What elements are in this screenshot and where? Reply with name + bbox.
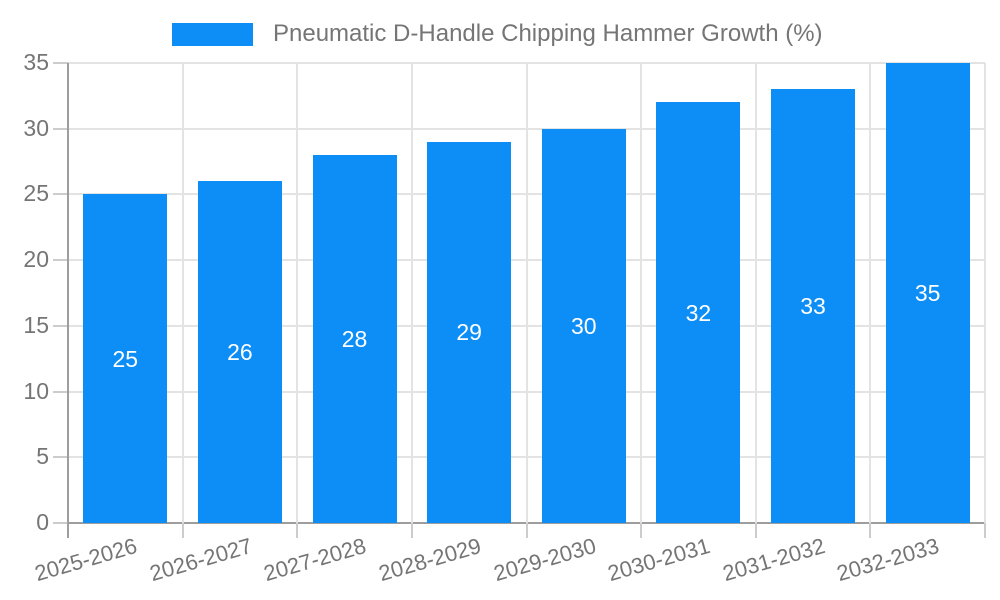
y-tick-label: 15 <box>23 311 49 338</box>
x-grid-line <box>525 63 528 523</box>
bar-value-label: 33 <box>800 293 826 320</box>
bar: 30 <box>541 128 626 523</box>
legend-swatch <box>172 22 253 46</box>
bar-value-label: 30 <box>571 312 597 339</box>
x-tick-mark <box>640 523 643 538</box>
bar: 26 <box>197 181 282 523</box>
y-tick-mark <box>53 522 68 524</box>
x-tick-mark <box>984 523 986 538</box>
y-tick-mark <box>53 324 68 327</box>
bar: 25 <box>83 194 168 523</box>
x-grid-line <box>754 63 757 523</box>
bar-value-label: 26 <box>227 339 253 366</box>
x-tick-label: 2031-2032 <box>719 533 828 587</box>
x-tick-mark <box>181 523 184 538</box>
bar-value-label: 25 <box>112 345 139 372</box>
bar: 28 <box>312 155 397 523</box>
x-grid-line <box>869 63 872 523</box>
bar: 35 <box>885 63 970 523</box>
legend: Pneumatic D-Handle Chipping Hammer Growt… <box>172 20 823 48</box>
bar-value-label: 28 <box>341 326 368 352</box>
x-grid-line <box>640 63 643 523</box>
y-tick-mark <box>53 193 68 196</box>
x-tick-mark <box>869 523 872 538</box>
bar-value-label: 29 <box>456 319 482 346</box>
x-tick-label: 2029-2030 <box>490 533 599 587</box>
y-tick-label: 5 <box>36 443 49 470</box>
bar-value-label: 32 <box>685 299 712 326</box>
x-tick-label: 2025-2026 <box>31 533 140 587</box>
x-tick-mark <box>296 523 299 538</box>
x-grid-line <box>984 63 986 523</box>
x-tick-label: 2032-2033 <box>834 533 943 587</box>
y-tick-mark <box>53 259 68 262</box>
x-tick-mark <box>525 523 528 538</box>
y-tick-mark <box>53 62 68 64</box>
y-tick-label: 10 <box>23 377 49 404</box>
x-grid-line <box>410 63 413 523</box>
legend-label: Pneumatic D-Handle Chipping Hammer Growt… <box>273 20 823 47</box>
x-tick-label: 2028-2029 <box>375 533 484 587</box>
x-tick-label: 2030-2031 <box>605 533 714 587</box>
bar: 32 <box>656 102 741 523</box>
y-tick-label: 30 <box>23 114 49 141</box>
y-tick-label: 0 <box>36 509 49 535</box>
bar-value-label: 35 <box>914 280 941 306</box>
y-tick-mark <box>53 127 68 130</box>
y-tick-mark <box>53 390 68 393</box>
y-tick-label: 35 <box>23 49 49 75</box>
x-tick-mark <box>410 523 413 538</box>
bar: 33 <box>771 89 856 523</box>
x-grid-line <box>296 63 299 523</box>
bar: 29 <box>427 141 512 523</box>
y-tick-label: 25 <box>23 180 49 207</box>
x-tick-label: 2027-2028 <box>261 533 370 587</box>
y-tick-mark <box>53 456 68 459</box>
y-axis-line <box>67 63 69 538</box>
y-tick-label: 20 <box>23 246 49 273</box>
x-tick-label: 2026-2027 <box>146 533 255 587</box>
x-grid-line <box>181 63 184 523</box>
x-tick-mark <box>754 523 757 538</box>
